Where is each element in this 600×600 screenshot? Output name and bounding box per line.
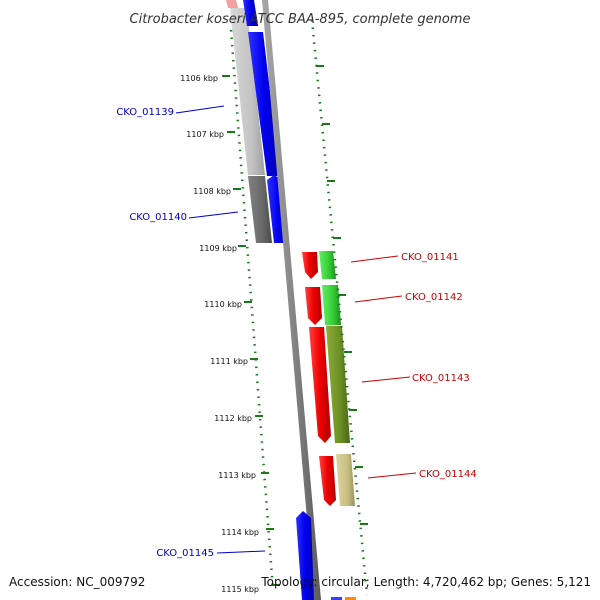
- cog-block-cko-01144: [336, 454, 355, 506]
- gene-label-cko-01141[interactable]: CKO_01141: [401, 252, 459, 263]
- gene-label-cko-01140[interactable]: CKO_01140: [129, 212, 187, 223]
- tick-label: 1113 kbp: [218, 471, 256, 480]
- gene-label-cko-01142[interactable]: CKO_01142: [405, 292, 463, 303]
- tick-label: 1107 kbp: [186, 130, 224, 139]
- cds-fragment-bottom-blue: [331, 597, 342, 600]
- accession-label: Accession: NC_009792: [9, 575, 145, 589]
- map-title: Citrobacter koseri ATCC BAA-895, complet…: [130, 12, 471, 27]
- gene-label-cko-01144[interactable]: CKO_01144: [419, 469, 477, 480]
- gene-labels: CKO_01139 CKO_01140 CKO_01141 CKO_01142 …: [116, 107, 476, 559]
- tick-label: 1111 kbp: [210, 357, 248, 366]
- genome-summary-label: Topology: circular; Length: 4,720,462 bp…: [260, 575, 591, 589]
- cog-fragment-pink: [226, 0, 238, 8]
- leader-cko-01139: [175, 105, 225, 114]
- leader-cko-01140: [188, 211, 239, 219]
- leader-cko-01144: [367, 472, 417, 479]
- tick-label: 1110 kbp: [204, 300, 242, 309]
- gene-leader-lines: [175, 105, 417, 554]
- tick-label: 1108 kbp: [193, 187, 231, 196]
- leader-cko-01142: [354, 295, 403, 303]
- cds-cko-01142[interactable]: [305, 287, 322, 325]
- tick-labels: 1106 kbp 1107 kbp 1108 kbp 1109 kbp 1110…: [180, 74, 259, 594]
- cds-cko-01143[interactable]: [309, 327, 331, 443]
- tick-marks: [222, 65, 368, 586]
- cog-block-cko-01143: [326, 326, 350, 443]
- cds-cko-01145[interactable]: [296, 511, 314, 600]
- tick-label: 1109 kbp: [199, 244, 237, 253]
- tick-label: 1106 kbp: [180, 74, 218, 83]
- tick-label: 1112 kbp: [214, 414, 252, 423]
- cog-block-cko-01140: [248, 176, 272, 243]
- gc-skew-dots-right: [310, 19, 369, 596]
- tick-label: 1114 kbp: [221, 528, 259, 537]
- cog-block-cko-01139: [230, 8, 265, 175]
- cds-fragment-top: [243, 0, 258, 26]
- leader-cko-01145: [216, 550, 266, 554]
- gene-label-cko-01139[interactable]: CKO_01139: [116, 107, 174, 118]
- cog-fragment-bottom-orange: [345, 597, 356, 600]
- tick-label: 1115 kbp: [221, 585, 259, 594]
- gene-label-cko-01143[interactable]: CKO_01143: [412, 373, 470, 384]
- leader-cko-01141: [350, 255, 399, 263]
- cds-cko-01139[interactable]: [248, 32, 280, 176]
- cds-cko-01141[interactable]: [302, 252, 318, 279]
- cog-block-cko-01141: [319, 251, 336, 279]
- genome-backbone: [262, 0, 321, 600]
- leader-cko-01143: [361, 376, 411, 383]
- gene-label-cko-01145[interactable]: CKO_01145: [156, 548, 214, 559]
- cds-cko-01144[interactable]: [319, 456, 336, 506]
- cog-block-cko-01142: [322, 285, 341, 325]
